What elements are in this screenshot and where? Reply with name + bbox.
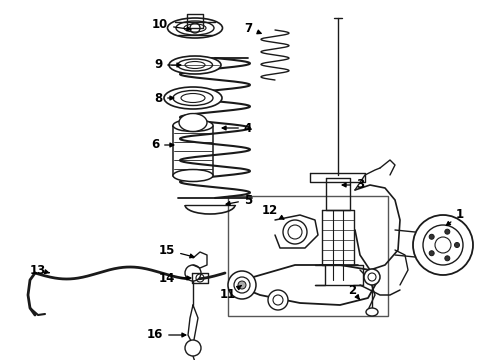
Text: 2: 2 [348, 284, 359, 299]
Text: 12: 12 [262, 203, 284, 219]
Text: 5: 5 [226, 194, 252, 207]
Text: 9: 9 [154, 58, 181, 72]
Text: 13: 13 [30, 264, 49, 276]
Circle shape [445, 229, 450, 234]
Circle shape [445, 256, 450, 261]
Ellipse shape [173, 120, 213, 131]
Text: 4: 4 [222, 122, 252, 135]
Text: 8: 8 [154, 91, 174, 104]
Circle shape [429, 251, 434, 256]
Ellipse shape [179, 113, 207, 131]
Circle shape [413, 215, 473, 275]
Text: 10: 10 [152, 18, 191, 31]
Circle shape [185, 340, 201, 356]
Bar [228, 196, 388, 316]
Text: 14: 14 [159, 271, 191, 284]
Circle shape [283, 220, 307, 244]
Ellipse shape [168, 18, 222, 38]
Circle shape [268, 290, 288, 310]
Ellipse shape [366, 308, 378, 316]
Circle shape [455, 243, 460, 248]
Circle shape [185, 265, 201, 281]
Text: 15: 15 [159, 243, 194, 258]
Circle shape [429, 234, 434, 239]
Ellipse shape [169, 56, 221, 74]
Ellipse shape [173, 170, 213, 181]
Text: 7: 7 [244, 22, 261, 35]
Circle shape [364, 269, 380, 285]
Text: 6: 6 [151, 139, 174, 152]
Circle shape [228, 271, 256, 299]
Circle shape [435, 237, 451, 253]
Circle shape [238, 281, 246, 289]
Text: 16: 16 [147, 328, 186, 342]
Text: 1: 1 [446, 208, 464, 225]
Text: 3: 3 [342, 179, 364, 192]
Text: 11: 11 [220, 285, 241, 302]
Ellipse shape [164, 87, 222, 109]
